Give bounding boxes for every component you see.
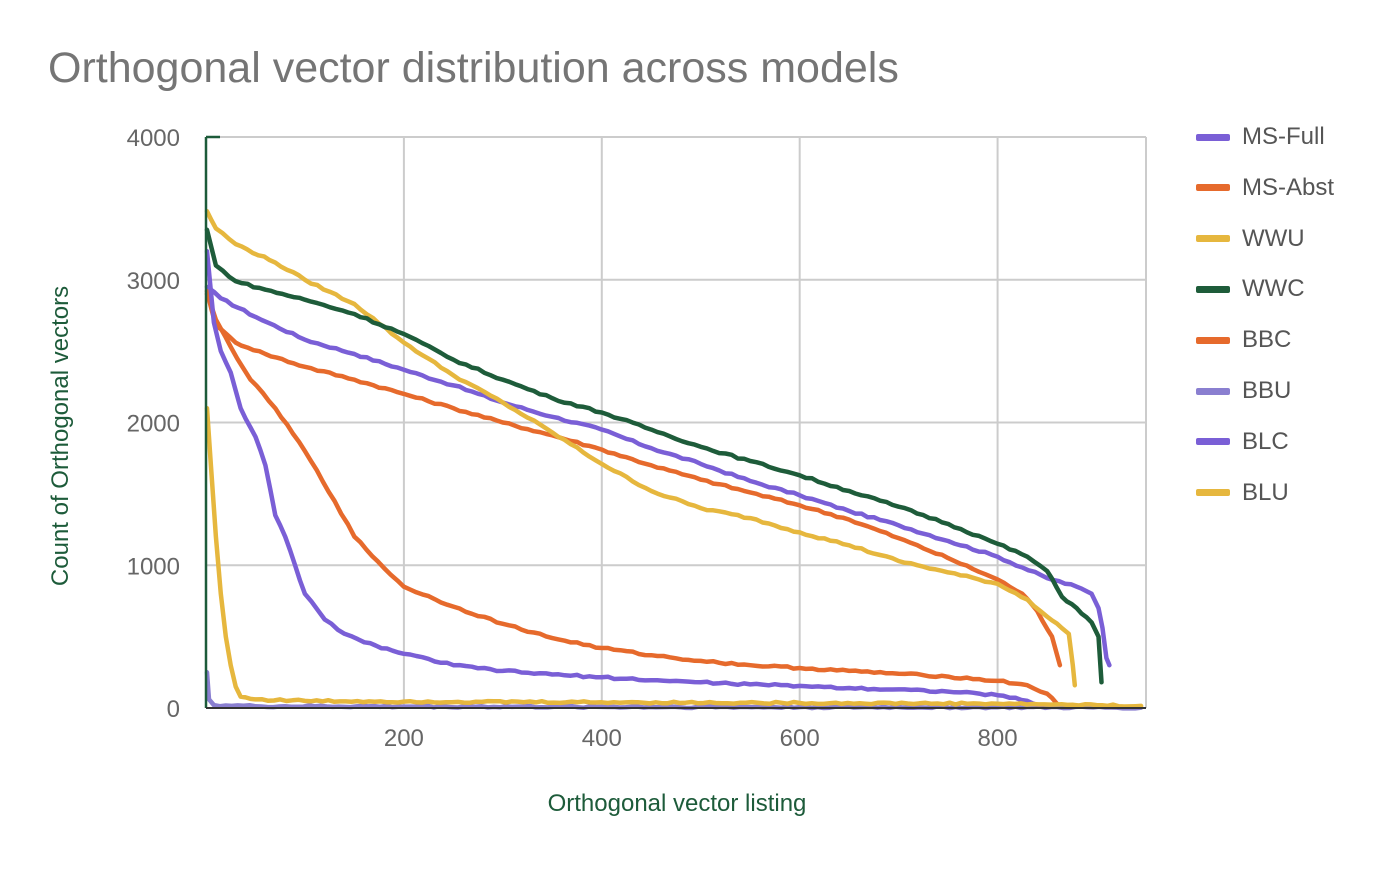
series-line-bbc xyxy=(204,291,1065,709)
legend-swatch xyxy=(1196,285,1230,293)
legend-item: BBC xyxy=(1196,325,1291,355)
legend-swatch xyxy=(1196,438,1230,446)
series-line-ms-abst xyxy=(204,288,1063,668)
series-line-blu xyxy=(204,405,1144,709)
legend-item: BBU xyxy=(1196,376,1291,406)
legend-label: BLU xyxy=(1242,478,1289,506)
grid-lines xyxy=(206,136,1147,709)
series-line-blc xyxy=(204,248,1045,709)
legend-label: MS-Abst xyxy=(1242,173,1335,201)
legend-swatch xyxy=(1196,489,1230,497)
chart-title: Orthogonal vector distribution across mo… xyxy=(48,44,899,92)
x-tick-label: 400 xyxy=(582,725,622,752)
legend-item: BLC xyxy=(1196,427,1289,457)
legend-label: BLC xyxy=(1242,427,1289,455)
y-tick-label: 0 xyxy=(167,696,180,723)
legend-swatch xyxy=(1196,387,1230,395)
legend-item: WWC xyxy=(1196,274,1305,304)
y-tick-label: 1000 xyxy=(127,553,180,580)
legend-swatch xyxy=(1196,235,1230,243)
legend-swatch xyxy=(1196,133,1230,141)
legend-item: BLU xyxy=(1196,478,1289,508)
y-tick-label: 2000 xyxy=(127,411,180,438)
legend-label: MS-Full xyxy=(1242,123,1325,150)
legend-label: WWU xyxy=(1242,224,1305,252)
legend-label: BBC xyxy=(1242,326,1292,354)
x-tick-label: 600 xyxy=(780,725,820,752)
y-tick-label: 4000 xyxy=(127,125,180,152)
series-line-wwu xyxy=(204,208,1078,688)
legend-label: BBU xyxy=(1242,377,1292,404)
x-tick-label: 200 xyxy=(384,725,424,752)
legend-item: WWU xyxy=(1196,224,1305,254)
y-axis-label: Count of Orthogonal vectors xyxy=(47,285,74,587)
legend-swatch xyxy=(1196,336,1230,344)
legend-label: WWC xyxy=(1242,275,1305,303)
tick-labels: 0 1000 2000 3000 4000 200 400 600 800 xyxy=(127,125,1018,752)
series-line-wwc xyxy=(204,227,1104,685)
series-lines xyxy=(204,208,1144,711)
legend-swatch xyxy=(1196,184,1230,192)
x-axis-label: Orthogonal vector listing xyxy=(547,790,807,817)
legend-item: MS-Abst xyxy=(1196,173,1334,203)
y-tick-label: 3000 xyxy=(127,268,180,295)
legend-item: MS-Full xyxy=(1196,122,1325,152)
series-line-ms-full xyxy=(204,284,1112,668)
axes xyxy=(204,135,1146,709)
x-tick-label: 800 xyxy=(978,725,1018,752)
